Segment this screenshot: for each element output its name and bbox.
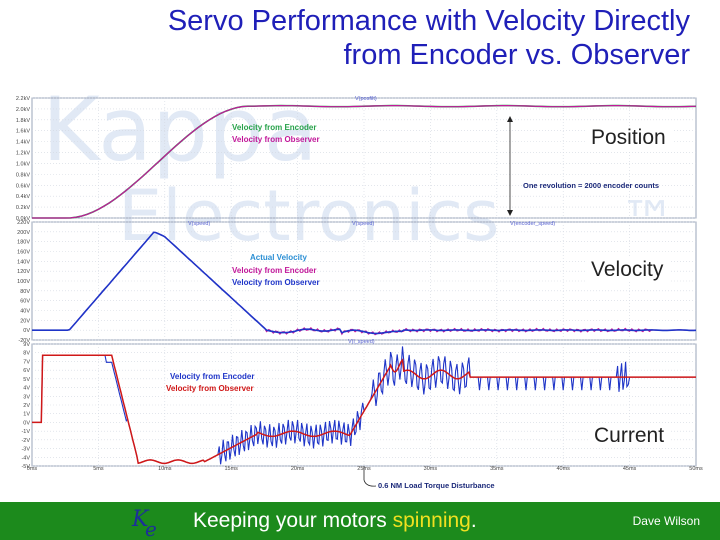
x-tick-label: 15ms (224, 466, 238, 472)
disturbance-label: 0.6 NM Load Torque Disturbance (378, 481, 495, 490)
x-tick-label: 30ms (424, 466, 438, 472)
y-tick-label: 6V (23, 368, 30, 374)
y-tick-label: 0.2kV (16, 205, 30, 211)
y-tick-label: 8V (23, 351, 30, 357)
x-tick-label: 5ms (93, 466, 104, 472)
y-tick-label: 3V (23, 394, 30, 400)
cursor-label: V(posfilt) (355, 96, 377, 102)
y-tick-label: 0.8kV (16, 172, 30, 178)
disturbance-leader (363, 479, 377, 487)
tagline-post: . (470, 509, 477, 532)
legend-entry: Velocity from Encoder (170, 372, 254, 381)
cursor-label: V(speed) (352, 221, 374, 227)
footer-author: Dave Wilson (632, 514, 700, 528)
cursor-label: V(speed) (188, 221, 210, 227)
footer-bar: Keeping your motors spinning. Dave Wilso… (0, 502, 720, 540)
y-tick-label: -1V (21, 429, 30, 435)
y-tick-label: -2V (21, 438, 30, 444)
y-tick-label: -5V (21, 464, 30, 470)
title-line-1: Servo Performance with Velocity Directly (167, 5, 690, 37)
x-tick-label: 20ms (291, 466, 305, 472)
y-tick-label: 1.6kV (16, 129, 30, 135)
y-tick-label: 100V (17, 279, 30, 285)
panel-label-velocity: Velocity (585, 258, 670, 282)
series-line-observer (32, 104, 697, 219)
y-tick-label: 140V (17, 259, 30, 265)
y-tick-label: 200V (17, 230, 30, 236)
y-tick-label: 0.0kV (16, 216, 30, 222)
legend-entry: Velocity from Observer (166, 384, 254, 393)
y-tick-label: -4V (21, 455, 30, 461)
arrow-head-up (507, 116, 513, 122)
y-tick-label: 2.0kV (16, 107, 30, 113)
y-tick-label: 5V (23, 377, 30, 383)
y-tick-label: 7V (23, 359, 30, 365)
series-line-actual-velocity (32, 231, 697, 335)
legend-entry: Velocity from Encoder (232, 123, 316, 132)
x-tick-label: 50ms (689, 466, 703, 472)
y-tick-label: 180V (17, 240, 30, 246)
y-tick-label: 20V (20, 318, 30, 324)
y-tick-label: 160V (17, 250, 30, 256)
y-tick-label: 1.2kV (16, 151, 30, 157)
legend-entry: Actual Velocity (250, 253, 307, 262)
x-tick-label: 45ms (623, 466, 637, 472)
y-tick-label: -3V (21, 447, 30, 453)
cursor-label: V(encoder_speed) (510, 221, 555, 227)
logo-letter-e: e (145, 517, 157, 538)
y-tick-label: 0.6kV (16, 183, 30, 189)
chart-area: 2.2kV 2.0kV 1.8kV 1.6kV 1.4kV 1.2kV 1.0kV 0.8kV… (16, 96, 703, 490)
y-tick-label: 1.0kV (16, 161, 30, 167)
legend-entry: Velocity from Encoder (232, 266, 316, 275)
y-tick-label: 9V (23, 342, 30, 348)
footer-tagline: Keeping your motors spinning. (193, 509, 477, 533)
legend-entry: Velocity from Observer (232, 135, 320, 144)
arrow-head-down (507, 210, 513, 216)
tagline-highlight: spinning (392, 509, 471, 532)
company-logo: K e (131, 507, 157, 538)
y-tick-label: 2.2kV (16, 96, 30, 102)
x-tick-label: 40ms (556, 466, 570, 472)
x-tick-label: 10ms (158, 466, 172, 472)
cursor-label: V(i_speed) (348, 339, 375, 345)
y-tick-label: 1V (23, 412, 30, 418)
panel-label-current: Current (588, 424, 671, 448)
page-title: Servo Performance with Velocity Directly… (10, 4, 690, 72)
y-tick-label: 0.4kV (16, 194, 30, 200)
y-tick-label: 220V (17, 220, 30, 226)
y-tick-label: 2V (23, 403, 30, 409)
annotation-text: One revolution = 2000 encoder counts (523, 181, 659, 190)
tagline-pre: Keeping your motors (193, 509, 393, 532)
x-tick-label: 35ms (490, 466, 504, 472)
y-tick-label: 1.4kV (16, 140, 30, 146)
y-tick-label: 40V (20, 309, 30, 315)
y-tick-label: 4V (23, 386, 30, 392)
y-tick-label: 120V (17, 269, 30, 275)
logo-letter-k: K (131, 507, 150, 532)
panel-label-position: Position (585, 126, 672, 150)
series-line-current-observer (32, 354, 696, 465)
series-line-velocity-encoder (32, 231, 697, 336)
y-tick-label: 1.8kV (16, 118, 30, 124)
title-line-2: from Encoder vs. Observer (343, 39, 691, 71)
y-tick-label: 60V (20, 299, 30, 305)
x-tick-label: 0ms (27, 466, 38, 472)
y-tick-label: 80V (20, 289, 30, 295)
y-tick-label: 0V (23, 420, 30, 426)
y-tick-label: 0V (23, 328, 30, 334)
y-tick-label: -20V (18, 338, 30, 344)
legend-entry: Velocity from Observer (232, 278, 320, 287)
